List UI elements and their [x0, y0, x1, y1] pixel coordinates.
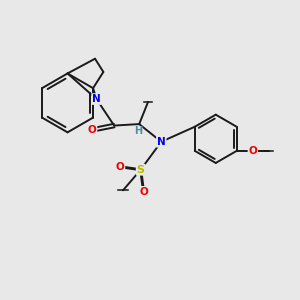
Text: O: O	[139, 187, 148, 197]
Text: N: N	[92, 94, 101, 104]
Text: N: N	[157, 137, 166, 147]
Text: H: H	[134, 126, 142, 136]
Text: O: O	[248, 146, 257, 156]
Text: O: O	[116, 162, 124, 172]
Text: O: O	[88, 125, 97, 135]
Text: S: S	[137, 165, 145, 175]
